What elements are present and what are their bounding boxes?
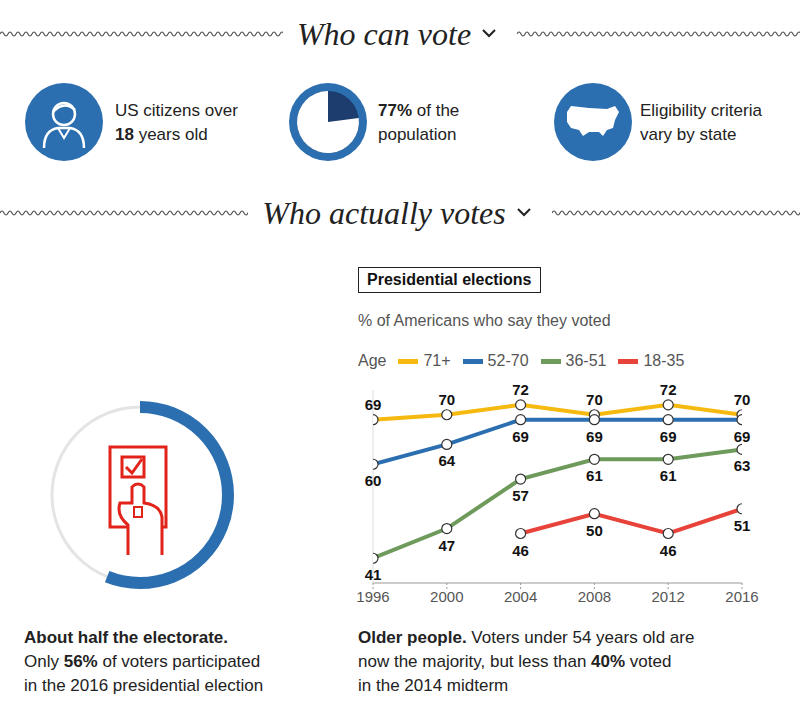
svg-text:57: 57: [512, 487, 529, 504]
svg-text:69: 69: [734, 428, 751, 445]
html-text:36-51: 36-51: [565, 352, 607, 369]
svg-text:2016: 2016: [725, 588, 758, 605]
svg-text:72: 72: [512, 381, 529, 398]
svg-text:69: 69: [512, 428, 529, 445]
html-text:Who actually votes: Who actually votes: [262, 194, 506, 231]
svg-text:41: 41: [365, 566, 382, 583]
svg-text:61: 61: [586, 467, 603, 484]
svg-text:51: 51: [734, 517, 751, 534]
html-text:Older people. Voters under 54: Older people. Voters under 54 years old …: [358, 628, 695, 647]
svg-text:46: 46: [512, 542, 529, 559]
svg-text:1996: 1996: [356, 588, 389, 605]
html-text:% of Americans who say they vo: % of Americans who say they voted: [358, 312, 611, 329]
svg-text:47: 47: [438, 537, 455, 554]
svg-text:2012: 2012: [652, 588, 685, 605]
html-text:18 years old: 18 years old: [115, 125, 208, 144]
svg-text:46: 46: [660, 542, 677, 559]
html-text:77% of the: 77% of the: [378, 101, 460, 120]
svg-text:70: 70: [734, 391, 751, 408]
html-text:Who can vote: Who can vote: [296, 15, 472, 52]
html-text:52-70: 52-70: [487, 352, 529, 369]
html-text:in the 2016 presidential elect: in the 2016 presidential election: [24, 676, 264, 695]
html-text:Only 56% of voters participate: Only 56% of voters participated: [24, 652, 261, 671]
html-text:now the majority, but less tha: now the majority, but less than 40% vote…: [358, 652, 672, 671]
svg-text:50: 50: [586, 522, 603, 539]
html-text:18-35: 18-35: [643, 352, 685, 369]
html-text:Presidential elections: Presidential elections: [367, 271, 532, 288]
svg-text:70: 70: [586, 391, 603, 408]
svg-text:64: 64: [438, 452, 455, 469]
html-text:population: population: [378, 125, 457, 144]
html-text:in the 2014 midterm: in the 2014 midterm: [358, 676, 509, 695]
svg-text:69: 69: [586, 428, 603, 445]
svg-text:69: 69: [660, 428, 677, 445]
html-text:Eligibility criteria: Eligibility criteria: [640, 101, 762, 120]
html-text:US citizens over: US citizens over: [115, 101, 238, 120]
svg-text:2008: 2008: [578, 588, 611, 605]
html-text:Age: Age: [358, 352, 387, 369]
svg-text:61: 61: [660, 467, 677, 484]
svg-text:2000: 2000: [430, 588, 463, 605]
svg-text:63: 63: [734, 457, 751, 474]
svg-text:69: 69: [365, 396, 382, 413]
html-text:71+: 71+: [423, 352, 451, 369]
svg-text:2004: 2004: [504, 588, 537, 605]
svg-text:70: 70: [438, 391, 455, 408]
html-text:vary by state: vary by state: [640, 125, 737, 144]
svg-text:60: 60: [365, 472, 382, 489]
svg-text:72: 72: [660, 381, 677, 398]
html-text:About half the electorate.: About half the electorate.: [24, 628, 228, 647]
